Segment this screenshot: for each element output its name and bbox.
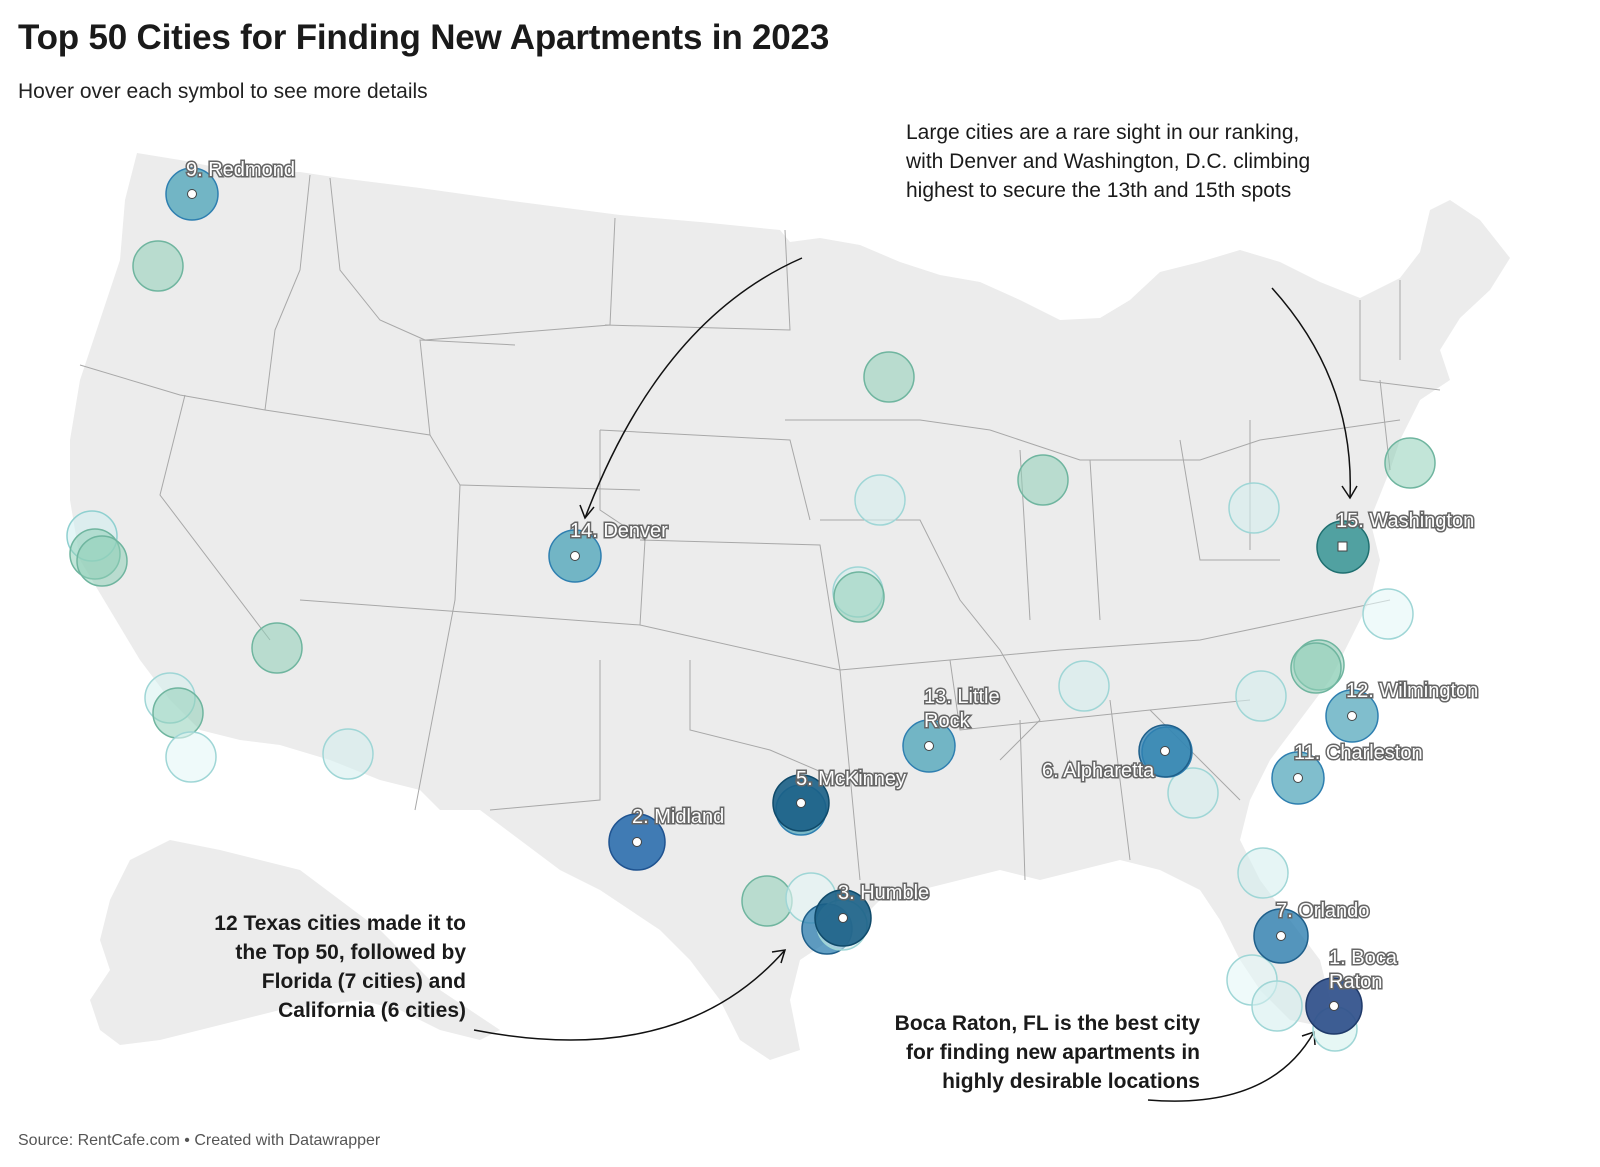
annotation-boca: Boca Raton, FL is the best city for find… <box>850 1009 1200 1096</box>
city-circle[interactable] <box>863 351 915 403</box>
city-circle[interactable] <box>1290 642 1342 694</box>
label-mckinney: 5. McKinney <box>796 768 906 790</box>
annotation-large-cities: Large cities are a rare sight in our ran… <box>906 118 1310 205</box>
chart-subtitle: Hover over each symbol to see more detai… <box>18 80 428 103</box>
state-borders <box>79 174 1441 881</box>
city-center-dots <box>187 189 1357 1011</box>
city-labels: 9. Redmond 14. Denver 15. Washington 13.… <box>185 158 1480 995</box>
land <box>70 153 1510 1060</box>
city-circle[interactable] <box>1058 660 1110 712</box>
center-square <box>1337 541 1348 552</box>
label-humble: 3. Humble <box>838 882 929 904</box>
city-circle[interactable] <box>1384 437 1436 489</box>
center-dot <box>838 913 848 923</box>
annotation-line: with Denver and Washington, D.C. climbin… <box>906 150 1311 173</box>
city-circle[interactable] <box>165 731 217 783</box>
city-circle[interactable] <box>1167 767 1219 819</box>
annotation-line: 12 Texas cities made it to <box>214 912 466 935</box>
arrowhead-texas <box>771 949 787 964</box>
alaska-land <box>90 840 500 1045</box>
label-orlando: 7. Orlando <box>1276 900 1369 922</box>
center-dot <box>187 189 197 199</box>
annotation-line: Large cities are a rare sight in our ran… <box>906 121 1300 144</box>
city-circle[interactable] <box>132 240 184 292</box>
center-dot <box>1276 931 1286 941</box>
source-credit: Source: RentCafe.com • Created with Data… <box>18 1132 381 1149</box>
label-midland: 2. Midland <box>632 806 724 828</box>
chart-title: Top 50 Cities for Finding New Apartments… <box>18 18 830 57</box>
annotation-line: the Top 50, followed by <box>235 941 466 964</box>
label-boca-1: 1. Boca <box>1329 947 1398 969</box>
annotation-texas: 12 Texas cities made it to the Top 50, f… <box>166 909 466 1025</box>
city-circle[interactable] <box>854 474 906 526</box>
city-circle[interactable] <box>741 875 793 927</box>
arrowhead-washington <box>1341 485 1358 500</box>
arrowhead-denver <box>579 504 595 520</box>
city-circle[interactable] <box>322 728 374 780</box>
center-dot <box>1329 1001 1339 1011</box>
label-denver: 14. Denver <box>570 520 668 542</box>
arrow-to-boca <box>1147 1031 1315 1102</box>
label-charleston: 11. Charleston <box>1294 742 1423 764</box>
city-circle[interactable] <box>1362 588 1414 640</box>
annotation-line: highest to secure the 13th and 15th spot… <box>906 179 1292 202</box>
annotation-line: for finding new apartments in <box>905 1041 1200 1064</box>
city-circle[interactable] <box>1017 454 1069 506</box>
center-dot <box>632 837 642 847</box>
center-dot <box>924 741 934 751</box>
annotation-line: highly desirable locations <box>942 1070 1200 1093</box>
arrow-to-washington <box>1271 287 1352 499</box>
center-dot <box>1347 711 1357 721</box>
city-circle[interactable] <box>251 622 303 674</box>
label-washington: 15. Washington <box>1336 510 1474 532</box>
center-dot <box>1160 746 1170 756</box>
arrow-to-texas <box>473 949 786 1041</box>
city-circle[interactable] <box>76 535 128 587</box>
label-redmond: 9. Redmond <box>186 159 295 181</box>
city-circle[interactable] <box>833 571 885 623</box>
center-dot <box>1293 773 1303 783</box>
annotation-line: Boca Raton, FL is the best city <box>894 1012 1200 1035</box>
annotation-line: Florida (7 cities) and <box>261 970 466 993</box>
label-boca-2: Raton <box>1329 971 1382 993</box>
center-dot <box>796 798 806 808</box>
label-wilmington: 12. Wilmington <box>1346 680 1478 702</box>
city-circle[interactable] <box>1228 482 1280 534</box>
label-little-rock-1: 13. Little <box>924 686 1000 708</box>
annotation-line: California (6 cities) <box>278 999 466 1022</box>
city-circle[interactable] <box>1235 670 1287 722</box>
arrow-to-denver <box>584 257 803 519</box>
contiguous-us-land <box>70 153 1510 1060</box>
center-dot <box>570 551 580 561</box>
label-little-rock-2: Rock <box>924 710 971 732</box>
city-circle[interactable] <box>152 687 204 739</box>
city-circle[interactable] <box>1237 847 1289 899</box>
city-circle[interactable] <box>1251 980 1303 1032</box>
label-alpharetta: 6. Alpharetta <box>1042 760 1155 782</box>
